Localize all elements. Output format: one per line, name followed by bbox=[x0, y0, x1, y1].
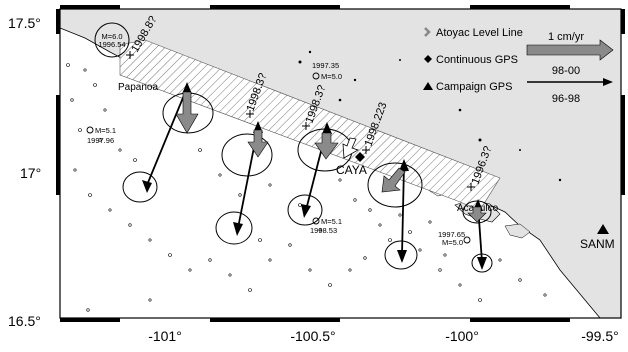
quake-q5-mag: M=5.0 bbox=[442, 238, 463, 247]
quake-q4-mag: M=5.1 bbox=[321, 217, 342, 226]
frame-bars bbox=[56, 5, 625, 322]
place-sanm: SANM bbox=[580, 237, 615, 251]
inland-dots bbox=[298, 50, 562, 182]
lat-labels: 17.5° 17° 16.5° bbox=[8, 15, 41, 329]
legend-campaign-gps-icon bbox=[423, 82, 433, 90]
campaign-gps-sanm-icon bbox=[597, 224, 609, 234]
lon-label-995: -99.5° bbox=[581, 328, 619, 344]
quake-q2: 1997.35 M=5.0 bbox=[312, 61, 342, 81]
quake-q4-date: 1998.53 bbox=[310, 226, 337, 235]
quake-q5-date: 1997.65 bbox=[438, 230, 465, 239]
error-ellipses bbox=[122, 92, 493, 273]
coast-island bbox=[504, 223, 531, 239]
place-papanoa: Papanoa bbox=[118, 82, 158, 93]
lon-labels: -101° -100.5° -100° -99.5° bbox=[148, 328, 619, 344]
legend-gray-arrow-label: 98-00 bbox=[552, 65, 580, 77]
lon-label-1005: -100.5° bbox=[290, 328, 335, 344]
quake-q3: M=5.1 1997.96 bbox=[86, 126, 116, 145]
quake-q2-date: 1997.35 bbox=[312, 61, 339, 70]
legend-level-line-label: Atoyac Level Line bbox=[436, 27, 523, 39]
quake-q1-date: 1996.54 bbox=[98, 40, 125, 49]
legend-black-arrow-head bbox=[603, 78, 613, 86]
lat-label-17: 17° bbox=[20, 165, 41, 181]
lat-label-175: 17.5° bbox=[8, 15, 41, 31]
caya-white-arrow bbox=[342, 137, 359, 159]
lon-label-101: -101° bbox=[148, 328, 182, 344]
gray-velocity-arrows bbox=[175, 91, 487, 223]
quake-q1: M=6.0 1996.54 bbox=[94, 22, 130, 58]
quake-q5: 1997.65 M=5.0 bbox=[438, 230, 471, 247]
legend-gray-arrow-icon bbox=[526, 39, 614, 61]
legend-black-arrow-label: 96-98 bbox=[552, 93, 580, 105]
lat-label-165: 16.5° bbox=[8, 313, 41, 329]
level-line-icon bbox=[424, 27, 431, 37]
seismicity-dots bbox=[66, 63, 547, 312]
legend-scale-label: 1 cm/yr bbox=[548, 31, 584, 43]
quake-q3-mag: M=5.1 bbox=[95, 126, 116, 135]
legend-continuous-gps-label: Continuous GPS bbox=[436, 54, 518, 66]
quake-q4: M=5.1 1998.53 bbox=[310, 217, 342, 235]
legend-continuous-gps-icon bbox=[424, 55, 432, 63]
lon-label-100: -100° bbox=[445, 328, 479, 344]
quake-q1-mag: M=6.0 bbox=[101, 32, 122, 41]
quake-q2-mag: M=5.0 bbox=[321, 72, 342, 81]
place-caya: CAYA bbox=[336, 163, 367, 177]
legend: Atoyac Level Line Continuous GPS Campaig… bbox=[423, 27, 614, 105]
quake-q3-date: 1997.96 bbox=[87, 136, 114, 145]
legend-campaign-gps-label: Campaign GPS bbox=[436, 81, 512, 93]
slip-markers bbox=[126, 51, 475, 191]
continuous-gps-caya-icon bbox=[355, 152, 365, 162]
